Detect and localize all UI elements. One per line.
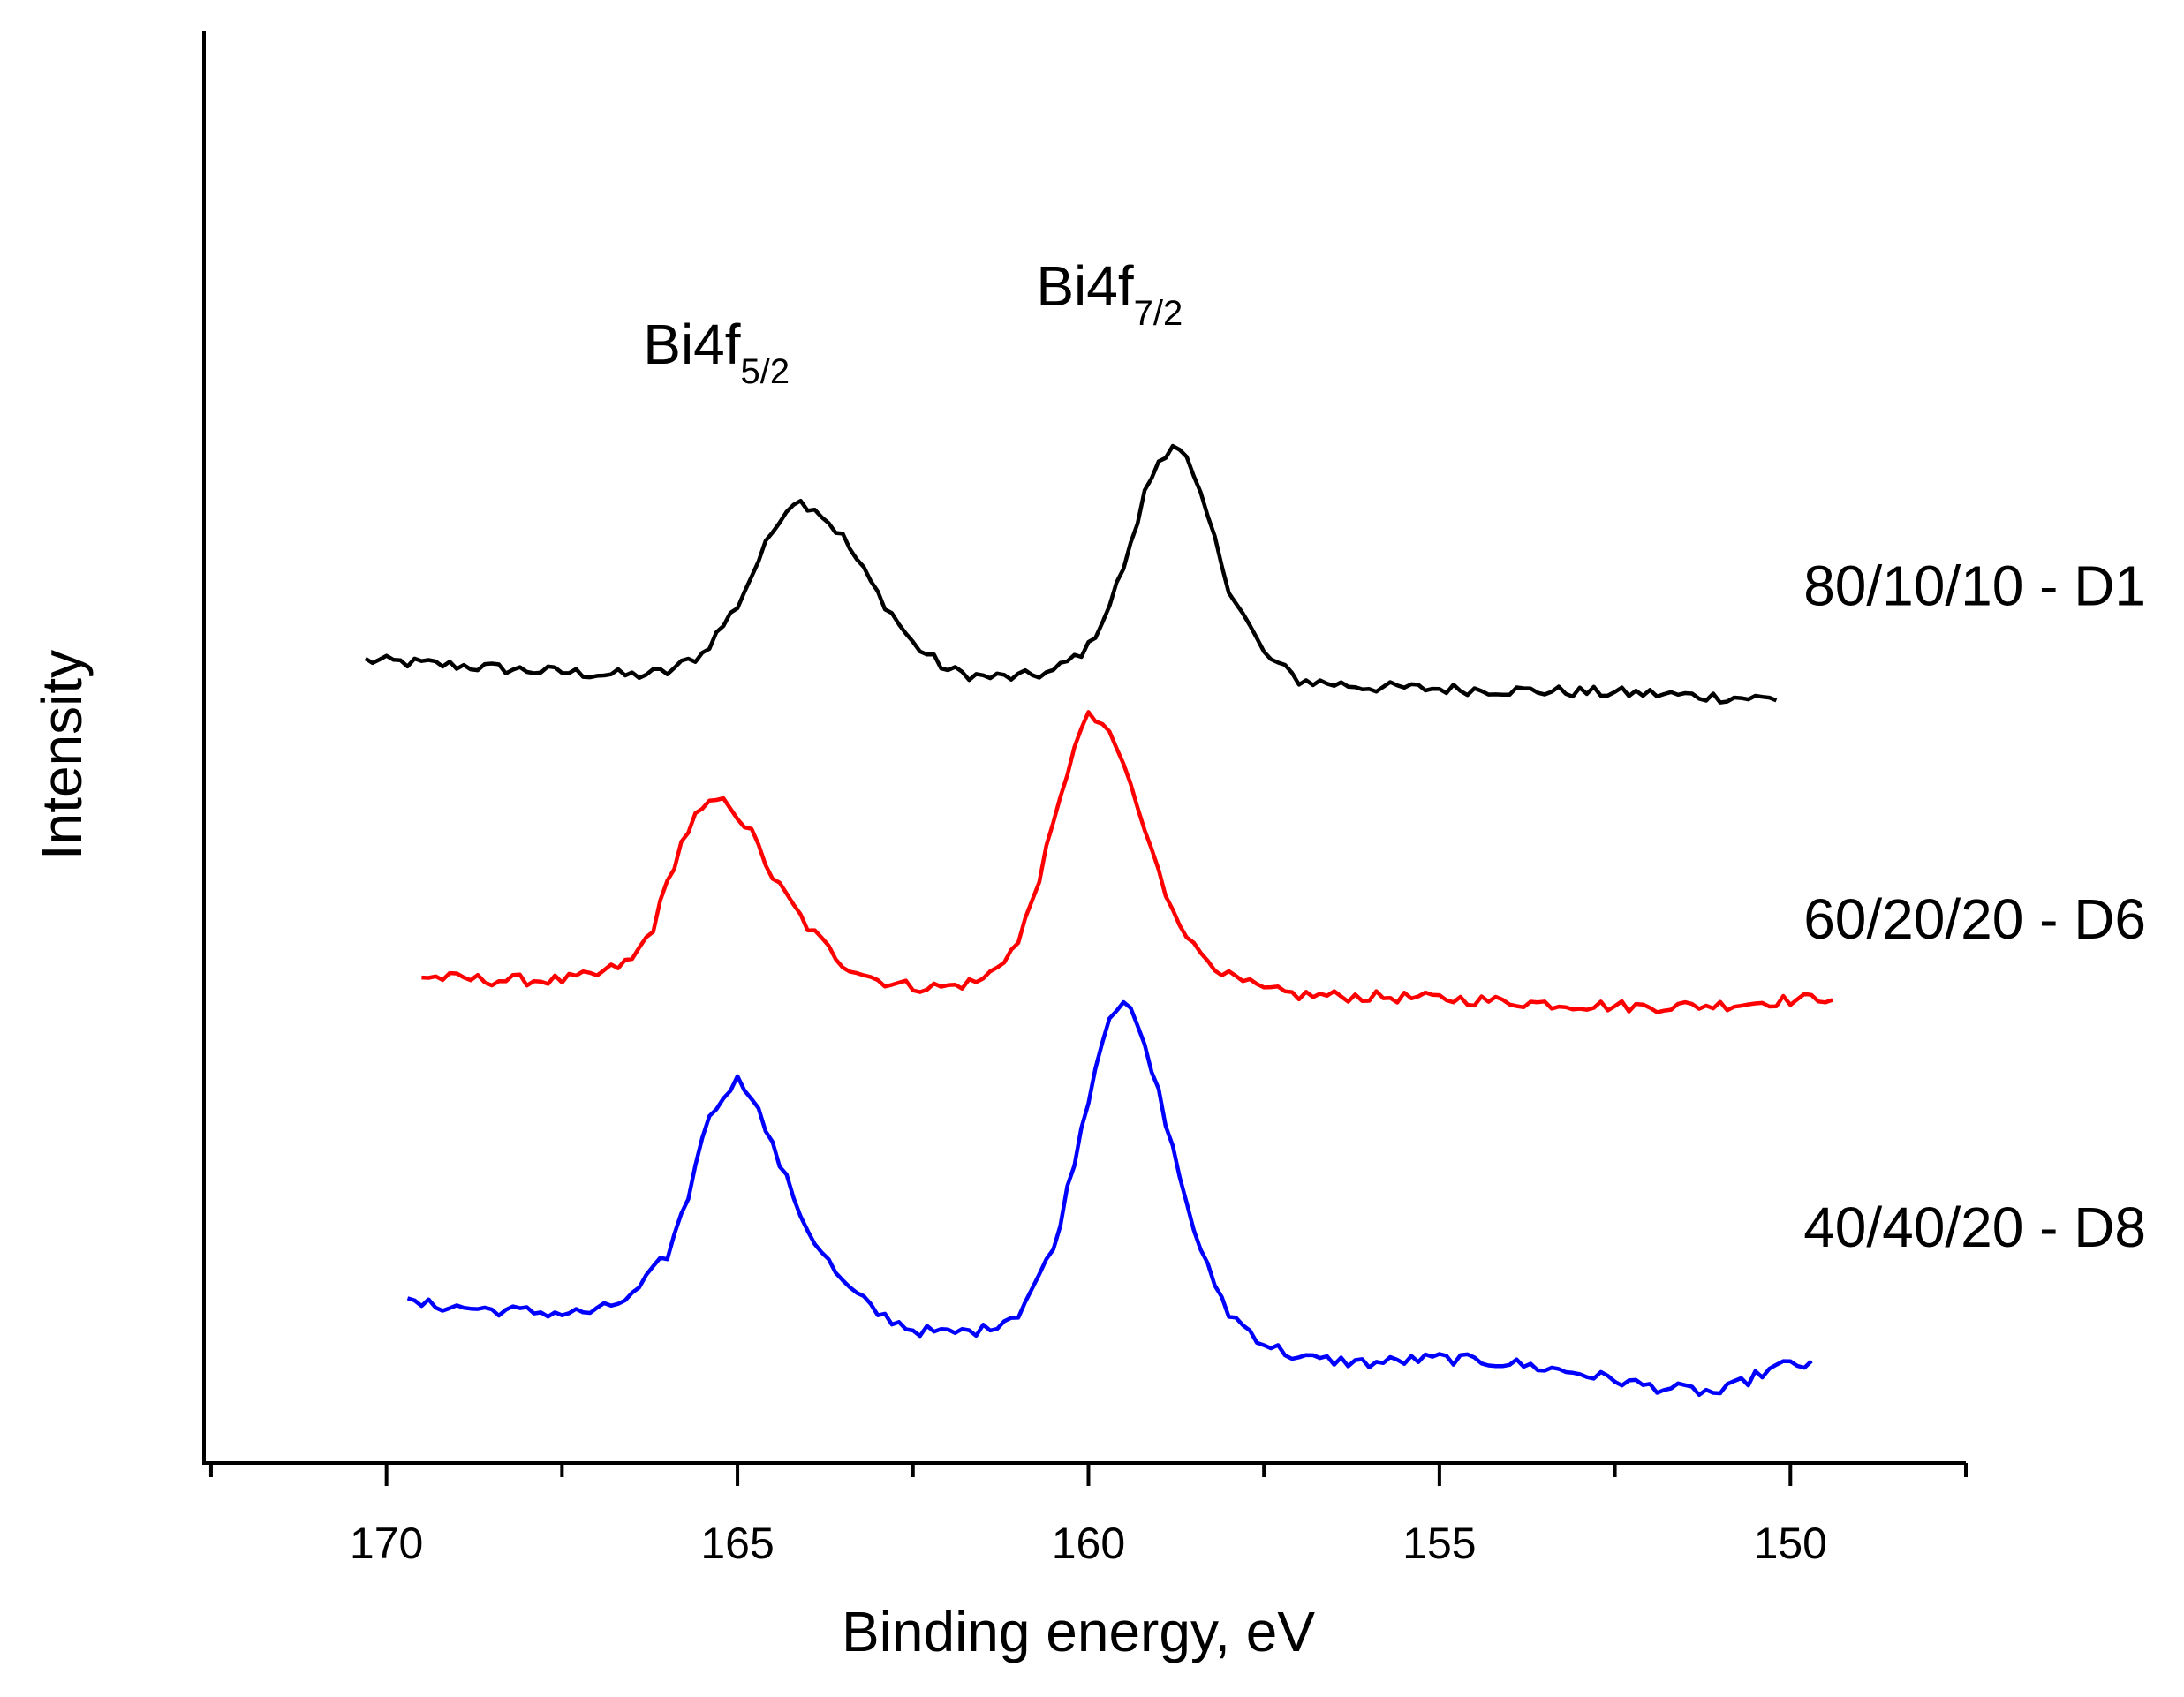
series-lines xyxy=(364,443,1833,1398)
peak-label-subscript: 7/2 xyxy=(1134,294,1183,333)
x-tick-label: 165 xyxy=(700,1519,774,1568)
series-line-1 xyxy=(364,443,1778,705)
series-labels: 80/10/10 - D1 60/20/20 - D6 40/40/20 - D8 xyxy=(1803,554,2146,1259)
series-label-2: 60/20/20 - D6 xyxy=(1803,887,2146,951)
series-line-2 xyxy=(421,710,1833,1014)
peak-label-bi4f52: Bi4f5/2 xyxy=(643,313,790,391)
x-tick-label: 160 xyxy=(1052,1519,1125,1568)
series-label-3: 40/40/20 - D8 xyxy=(1803,1195,2146,1259)
peak-label-base: Bi4f xyxy=(1036,254,1134,318)
x-tick-label: 155 xyxy=(1402,1519,1476,1568)
series-line-3 xyxy=(406,999,1813,1398)
x-tick-label: 170 xyxy=(350,1519,423,1568)
x-tick-label: 150 xyxy=(1754,1519,1827,1568)
series-label-1: 80/10/10 - D1 xyxy=(1803,554,2146,618)
x-ticks xyxy=(208,1463,1968,1486)
peak-label-subscript: 5/2 xyxy=(741,352,790,391)
peak-label-base: Bi4f xyxy=(643,313,741,376)
peak-label-bi4f72: Bi4f7/2 xyxy=(1036,254,1183,333)
y-axis-label: Intensity xyxy=(30,650,94,860)
x-axis-label: Binding energy, eV xyxy=(842,1600,1315,1663)
x-tick-labels: 170 165 160 155 150 xyxy=(350,1519,1827,1568)
